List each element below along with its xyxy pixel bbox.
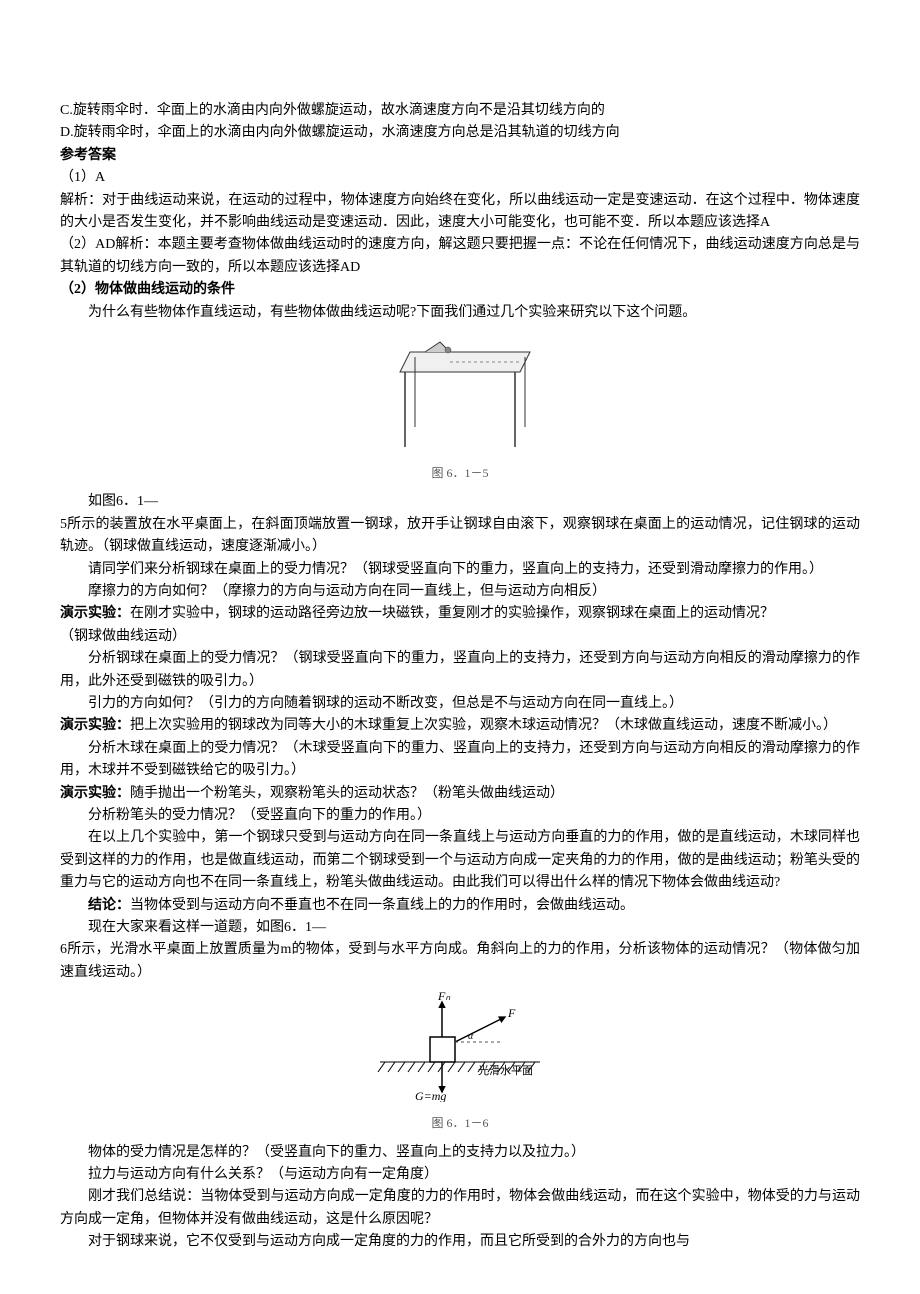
text-8c: 刚才我们总结说：当物体受到与运动方向成一定角度的力的作用时，物体会做曲线运动，而…	[60, 1186, 860, 1231]
text-5: 演示实验：随手抛出一个粉笔头，观察粉笔头的运动状态？（粉笔头做曲线运动）	[60, 783, 860, 805]
text-4b: 分析木球在桌面上的受力情况？（木球受竖直向下的重力、竖直向上的支持力，还受到方向…	[60, 738, 860, 783]
text-8b: 拉力与运动方向有什么关系？（与运动方向有一定角度）	[60, 1164, 860, 1186]
label-fn: Fₙ	[437, 992, 450, 1003]
figure-6-1-6: Fₙ F α G=mg 光滑水平面 图 6．1－6	[60, 992, 860, 1134]
text-3: 演示实验：在刚才实验中，钢球的运动路径旁边放一块磁铁，重复刚才的实验操作，观察钢…	[60, 603, 860, 625]
section-2-heading: （2）物体做曲线运动的条件	[60, 279, 860, 301]
text-4a: 把上次实验用的钢球改为同等大小的木球重复上次实验，观察木球运动情况？（木球做直线…	[130, 718, 837, 733]
text-6b: 当物体受到与运动方向不垂直也不在同一条直线上的力的作用时，会做曲线运动。	[130, 898, 634, 913]
text-3b: （钢球做曲线运动）	[60, 626, 860, 648]
figure-6-1-5-caption: 图 6．1－5	[60, 464, 860, 483]
text-8d: 对于钢球来说，它不仅受到与运动方向成一定角度的力的作用，而且它所受到的合外力的方…	[60, 1231, 860, 1253]
text-2d: 请同学们来分析钢球在桌面上的受力情况？（钢球受竖直向下的重力，竖直向上的支持力，…	[60, 559, 860, 581]
text-2a: 为什么有些物体作直线运动，有些物体做曲线运动呢?下面我们通过几个实验来研究以下这…	[60, 302, 860, 324]
text-7a: 现在大家来看这样一道题，如图6．1—	[60, 917, 860, 939]
demo-label-3: 演示实验：	[60, 786, 130, 801]
text-4: 演示实验：把上次实验用的钢球改为同等大小的木球重复上次实验，观察木球运动情况？（…	[60, 715, 860, 737]
option-c: C.旋转雨伞时．伞面上的水滴由内向外做螺旋运动，故水滴速度方向不是沿其切线方向的	[60, 100, 860, 122]
text-6: 结论：当物体受到与运动方向不垂直也不在同一条直线上的力的作用时，会做曲线运动。	[60, 895, 860, 917]
text-5b: 分析粉笔头的受力情况？（受竖直向下的重力的作用。）	[60, 805, 860, 827]
text-2e: 摩擦力的方向如何？（摩擦力的方向与运动方向在同一直线上，但与运动方向相反）	[60, 581, 860, 603]
label-floor: 光滑水平面	[478, 1063, 533, 1077]
label-f: F	[507, 1006, 516, 1020]
table-diagram-icon	[370, 332, 550, 452]
text-3a: 在刚才实验中，钢球的运动路径旁边放一块磁铁，重复刚才的实验操作，观察钢球在桌面上…	[130, 606, 774, 621]
text-3d: 引力的方向如何？（引力的方向随着钢球的运动不断改变，但总是不与运动方向在同一直线…	[60, 693, 860, 715]
text-answer-1b: 解析：对于曲线运动来说，在运动的过程中，物体速度方向始终在变化，所以曲线运动一定…	[60, 190, 860, 235]
text-7b: 6所示，光滑水平桌面上放置质量为m的物体，受到与水平方向成。角斜向上的力的作用，…	[60, 939, 860, 984]
conclusion-label: 结论：	[88, 898, 130, 913]
figure-6-1-5: 图 6．1－5	[60, 332, 860, 484]
text-answer-1c: （2）AD解析：本题主要考查物体做曲线运动时的速度方向，解这题只要把握一点：不论…	[60, 234, 860, 279]
label-g: G=mg	[415, 1089, 446, 1102]
option-d: D.旋转雨伞时，伞面上的水滴由内向外做螺旋运动，水滴速度方向总是沿其轨道的切线方…	[60, 122, 860, 144]
text-3c: 分析钢球在桌面上的受力情况？（钢球受竖直向下的重力，竖直向上的支持力，还受到方向…	[60, 648, 860, 693]
text-2b: 如图6．1—	[60, 491, 860, 513]
text-2c: 5所示的装置放在水平桌面上，在斜面顶端放置一钢球，放开手让钢球自由滚下，观察钢球…	[60, 514, 860, 559]
force-diagram-icon: Fₙ F α G=mg 光滑水平面	[360, 992, 560, 1102]
text-answer-1a: （1）A	[60, 167, 860, 189]
answer-title: 参考答案	[60, 145, 860, 167]
text-6a: 在以上几个实验中，第一个钢球只受到与运动方向在同一条直线上与运动方向垂直的力的作…	[60, 827, 860, 894]
demo-label-1: 演示实验：	[60, 606, 130, 621]
demo-label-2: 演示实验：	[60, 718, 130, 733]
text-5a: 随手抛出一个粉笔头，观察粉笔头的运动状态？（粉笔头做曲线运动）	[130, 786, 564, 801]
figure-6-1-6-caption: 图 6．1－6	[60, 1114, 860, 1133]
label-alpha: α	[468, 1031, 474, 1042]
text-8a: 物体的受力情况是怎样的？（受竖直向下的重力、竖直向上的支持力以及拉力。）	[60, 1142, 860, 1164]
